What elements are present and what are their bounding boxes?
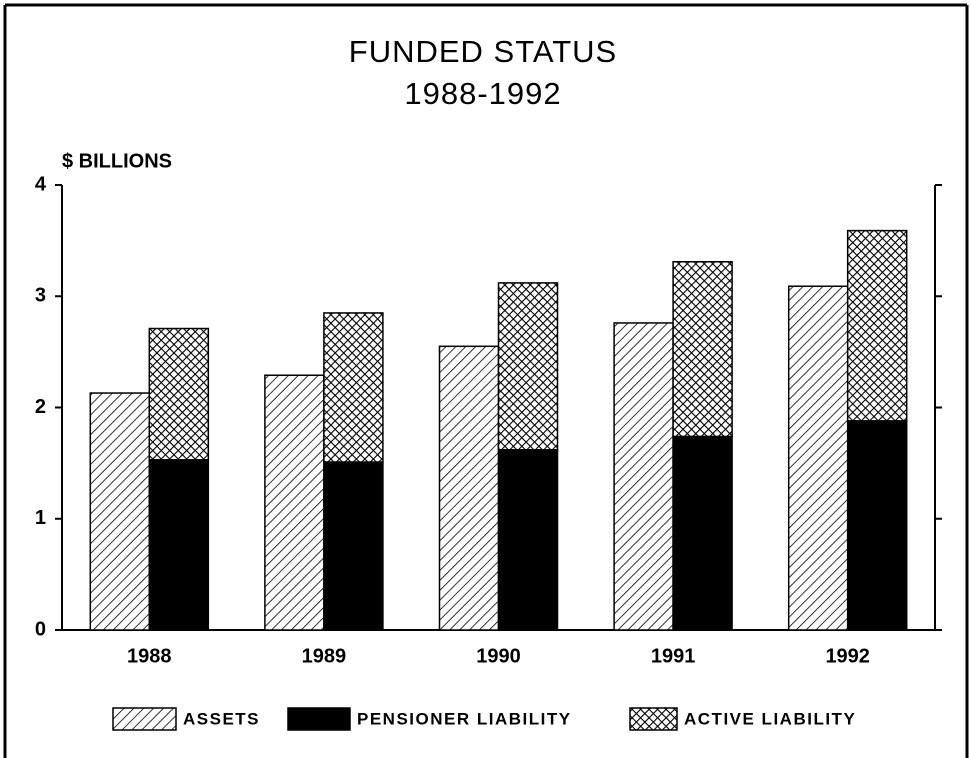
- bar: [264, 374, 325, 631]
- x-tick-label: 1991: [651, 645, 696, 667]
- bar: [787, 285, 849, 631]
- bar: [89, 392, 151, 631]
- bar: [497, 449, 559, 631]
- y-tick-label: 3: [35, 285, 46, 307]
- bar: [672, 261, 733, 438]
- legend-label: ACTIVE LIABILITY: [684, 709, 856, 728]
- bar: [613, 322, 674, 631]
- bar: [323, 312, 384, 463]
- bar: [497, 282, 559, 451]
- legend-label: PENSIONER LIABILITY: [357, 709, 572, 728]
- legend-swatch: [629, 707, 678, 731]
- bar: [672, 435, 733, 631]
- chart-title: FUNDED STATUS: [349, 34, 617, 69]
- x-tick-label: 1988: [127, 645, 172, 667]
- y-tick-label: 2: [35, 396, 46, 418]
- frame: [3, 3, 969, 758]
- bar: [148, 327, 210, 461]
- bar: [148, 459, 210, 631]
- y-tick-label: 1: [35, 507, 46, 529]
- y-tick-label: 0: [35, 618, 46, 640]
- legend-swatch: [112, 707, 177, 731]
- bar: [846, 420, 908, 631]
- legend-label: ASSETS: [183, 709, 260, 728]
- bar: [846, 229, 908, 422]
- bar: [323, 461, 384, 631]
- legend-swatch: [287, 707, 351, 731]
- bar: [438, 345, 500, 631]
- chart-subtitle: 1988-1992: [404, 76, 561, 111]
- y-axis-label: $ BILLIONS: [62, 150, 172, 172]
- x-tick-label: 1992: [825, 645, 870, 667]
- x-tick-label: 1990: [476, 645, 521, 667]
- x-tick-label: 1989: [302, 645, 347, 667]
- y-tick-label: 4: [35, 173, 47, 195]
